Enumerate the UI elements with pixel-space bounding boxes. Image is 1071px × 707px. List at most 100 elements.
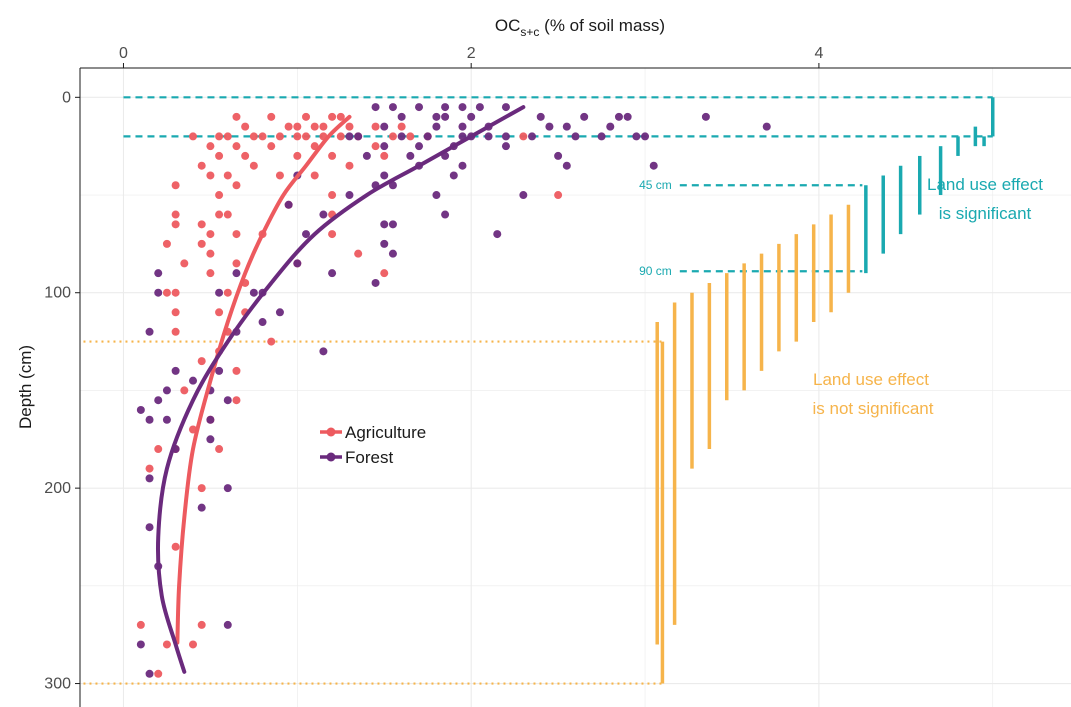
agriculture-point-42: [223, 171, 232, 180]
forest-point-61: [388, 220, 397, 229]
agriculture-point-22: [336, 132, 345, 141]
forest-point-78: [258, 318, 267, 327]
agriculture-point-8: [310, 122, 319, 131]
forest-point-20: [545, 122, 554, 131]
forest-point-16: [380, 122, 389, 131]
agriculture-point-84: [232, 396, 241, 405]
agriculture-point-81: [197, 357, 206, 366]
agriculture-point-33: [215, 151, 224, 160]
forest-point-34: [597, 132, 606, 141]
depth-label-3: 90 cm: [639, 264, 672, 278]
y-tick-label-200: 200: [44, 480, 71, 497]
agriculture-point-52: [215, 210, 224, 219]
forest-point-8: [432, 112, 441, 121]
annotation-not-significant-line1: Land use effect: [813, 370, 929, 389]
forest-point-53: [388, 181, 397, 190]
annotation-significant-line1: Land use effect: [927, 175, 1043, 194]
forest-point-41: [362, 151, 371, 160]
agriculture-point-17: [258, 132, 267, 141]
agriculture-point-79: [267, 337, 276, 346]
y-axis-title: Depth (cm): [16, 345, 35, 429]
significance-bars: [655, 97, 995, 684]
forest-point-82: [189, 376, 198, 385]
forest-point-56: [519, 191, 528, 200]
agriculture-point-55: [171, 220, 180, 229]
agriculture-point-0: [232, 112, 241, 121]
agriculture-point-3: [328, 112, 337, 121]
forest-point-58: [319, 210, 328, 219]
forest-point-60: [380, 220, 389, 229]
agriculture-point-10: [345, 122, 354, 131]
forest-point-27: [423, 132, 432, 141]
forest-point-81: [215, 366, 224, 375]
x-axis-title-subscript: s+c: [520, 25, 539, 39]
agriculture-point-4: [336, 112, 345, 121]
x-tick-label-4: 4: [814, 45, 823, 62]
forest-point-72: [215, 288, 224, 297]
y-tick-label-300: 300: [44, 676, 71, 693]
x-tick-label-2: 2: [467, 45, 476, 62]
forest-point-66: [293, 259, 302, 268]
legend: Agriculture Forest: [320, 423, 426, 467]
agriculture-point-62: [197, 239, 206, 248]
agriculture-point-34: [241, 151, 250, 160]
forest-point-91: [206, 435, 215, 444]
plot-background: [80, 68, 1071, 707]
forest-point-32: [528, 132, 537, 141]
forest-point-48: [649, 161, 658, 170]
forest-point-38: [415, 142, 424, 151]
agriculture-point-14: [215, 132, 224, 141]
agriculture-point-51: [171, 210, 180, 219]
forest-point-86: [223, 396, 232, 405]
forest-point-4: [458, 103, 467, 112]
forest-point-54: [345, 191, 354, 200]
agriculture-point-30: [267, 142, 276, 151]
forest-point-35: [632, 132, 641, 141]
legend-agriculture-label: Agriculture: [345, 423, 426, 442]
forest-point-37: [380, 142, 389, 151]
agriculture-point-12: [397, 122, 406, 131]
forest-point-75: [275, 308, 284, 317]
x-axis-title: OCs+c (% of soil mass): [495, 16, 665, 39]
agriculture-point-90: [145, 464, 154, 473]
agriculture-point-91: [197, 484, 206, 493]
forest-point-44: [554, 151, 563, 160]
forest-point-31: [501, 132, 510, 141]
agriculture-point-19: [293, 132, 302, 141]
agriculture-point-29: [232, 142, 241, 151]
agriculture-point-82: [232, 366, 241, 375]
forest-point-0: [371, 103, 380, 112]
forest-point-55: [432, 191, 441, 200]
annotation-significant: Land use effect is significant: [927, 175, 1043, 223]
y-tick-label-0: 0: [62, 89, 71, 106]
agriculture-point-71: [162, 288, 171, 297]
forest-point-10: [467, 112, 476, 121]
agriculture-point-40: [345, 161, 354, 170]
forest-point-51: [449, 171, 458, 180]
agriculture-point-74: [171, 308, 180, 317]
agriculture-point-96: [189, 640, 198, 649]
agriculture-fit-curve: [175, 114, 352, 645]
agriculture-point-43: [275, 171, 284, 180]
forest-point-21: [562, 122, 571, 131]
agriculture-point-75: [215, 308, 224, 317]
agriculture-point-66: [232, 259, 241, 268]
agriculture-point-64: [354, 249, 363, 258]
forest-point-42: [406, 151, 415, 160]
legend-forest-label: Forest: [345, 448, 393, 467]
forest-point-85: [154, 396, 163, 405]
forest-point-36: [641, 132, 650, 141]
agriculture-point-69: [206, 269, 215, 278]
forest-point-90: [162, 415, 171, 424]
agriculture-point-89: [154, 445, 163, 454]
agriculture-point-92: [171, 542, 180, 551]
forest-fit-curve: [156, 105, 526, 674]
forest-point-9: [441, 112, 450, 121]
agriculture-point-9: [319, 122, 328, 131]
forest-point-26: [397, 132, 406, 141]
agriculture-point-36: [328, 151, 337, 160]
forest-point-18: [458, 122, 467, 131]
legend-forest-marker: [326, 452, 336, 462]
forest-point-95: [197, 503, 206, 512]
forest-point-83: [162, 386, 171, 395]
